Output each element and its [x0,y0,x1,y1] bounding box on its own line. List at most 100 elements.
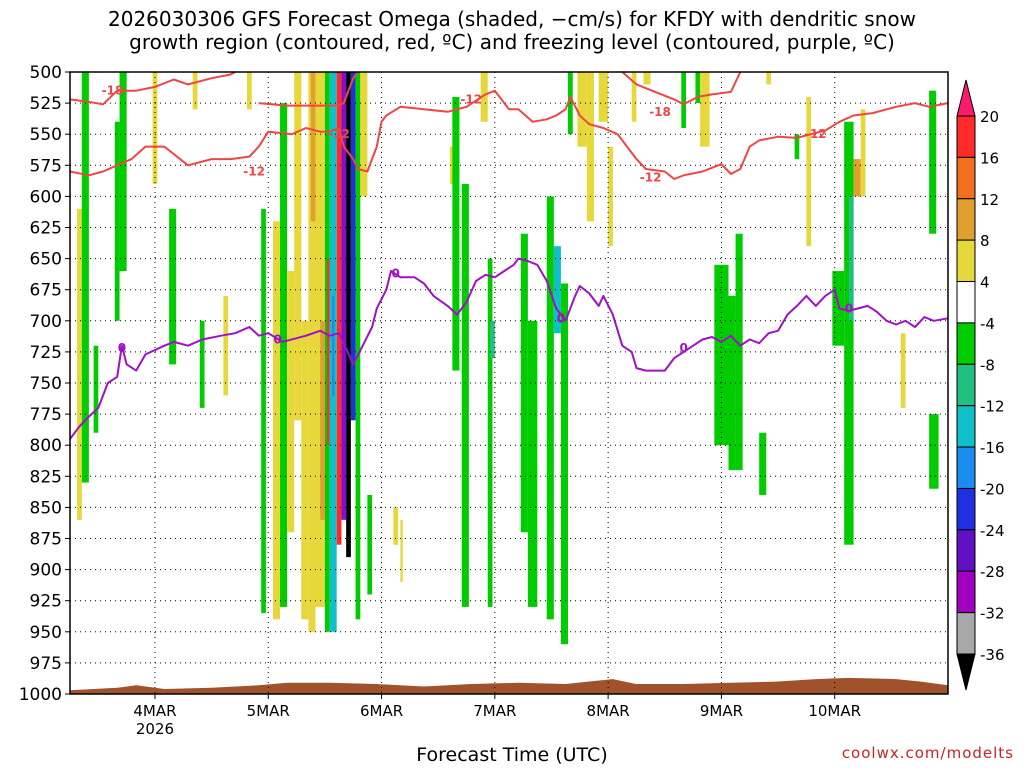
y-tick-label: 575 [30,156,62,176]
y-tick-label: 875 [30,530,62,550]
x-tick-label: 5MAR [247,702,290,720]
omega-cell [546,196,554,620]
omega-cell [452,96,460,371]
omega-cell [900,333,906,408]
contour-label: -18 [649,105,671,119]
omega-cell [929,90,937,234]
y-tick-label: 550 [30,125,62,145]
omega-cell [77,208,82,520]
contour--18 [69,71,236,106]
omega-cell [844,121,854,545]
omega-cell [631,72,637,122]
y-tick-label: 750 [30,374,62,394]
y-tick-label: 525 [30,94,62,114]
omega-cell [520,233,528,533]
omega-cell [350,72,356,421]
x-tick-label: 6MAR [360,702,403,720]
x-tick-label: 4MAR [133,702,176,720]
colorbar: 20 16 12 8 4 -4 -8 -12 -16 -20 -24 -28 -32 -36 [956,79,1005,691]
chart-title: 2026030306 GFS Forecast Omega (shaded, −… [108,7,916,54]
y-tick-label: 900 [30,561,62,581]
y-axis: 500 525 550 575 600 625 650 675 700 725 750 775 800 8… [19,63,70,705]
omega-cell [766,72,771,85]
surface-terrain [70,677,948,694]
y-tick-label: 850 [30,498,62,518]
temperature-contours [69,71,949,440]
contour-label: -18 [102,84,124,98]
contour-label: 0 [392,267,400,281]
colorbar-segment [956,405,976,448]
omega-cell [287,271,295,533]
omega-cell [393,507,399,545]
colorbar-label: -12 [980,398,1005,416]
y-tick-label: 600 [30,187,62,207]
colorbar-segment [956,529,976,572]
y-tick-label: 650 [30,250,62,270]
omega-cell [367,494,373,595]
colorbar-label: -16 [980,439,1005,457]
contour-label: -12 [805,127,827,141]
omega-cell [681,72,687,128]
x-tick-label: 10MAR [808,702,861,720]
colorbar-label: -8 [980,356,995,374]
colorbar-label: 8 [980,232,990,250]
omega-cell [346,72,351,558]
omega-cell [320,320,325,520]
omega-cell [119,72,127,272]
colorbar-label: -20 [980,480,1005,498]
contour-label: -12 [640,171,662,185]
omega-cell [490,320,495,359]
contour-label: 0 [557,311,565,325]
colorbar-label: 20 [980,108,999,126]
contour-labels: -18 -12 -12 -12 -18 -12 -12 0 0 0 0 0 0 [102,84,853,356]
omega-cell [341,72,347,520]
colorbar-label: -36 [980,646,1005,664]
omega-cell [728,295,736,471]
contour-label: 0 [679,341,687,355]
omega-cell [714,264,729,446]
contour--18 [621,71,742,106]
omega-cell [280,103,288,607]
omega-cell [695,72,701,104]
y-tick-label: 500 [30,63,62,83]
contour-label: 0 [274,332,282,346]
colorbar-segment [956,281,976,324]
colorbar-segment [956,446,976,489]
omega-cell [461,183,469,607]
colorbar-label: 16 [980,149,999,167]
x-tick-label: 8MAR [587,702,630,720]
y-tick-label: 775 [30,405,62,425]
contour-label: -12 [328,127,350,141]
omega-cell [308,72,316,632]
y-tick-label: 725 [30,343,62,363]
omega-cell [355,72,361,620]
contour-label: -12 [243,165,265,179]
omega-cell [527,320,538,607]
omega-cell [400,519,403,583]
colorbar-label: -32 [980,605,1005,623]
terrain-fill [70,677,948,694]
omega-cell [199,320,205,408]
colorbar-segment [956,487,976,531]
omega-cell [93,345,99,433]
colorbar-segment [956,363,976,407]
omega-cell [860,109,866,197]
x-axis-label: Forecast Time (UTC) [416,744,608,766]
colorbar-segment [956,115,976,158]
omega-cell [294,72,302,421]
x-tick-label: 7MAR [473,702,516,720]
omega-cell [577,72,587,147]
colorbar-label: -24 [980,522,1005,540]
contour--12 [258,71,359,107]
colorbar-label: 4 [980,274,990,292]
contour-label: -12 [460,92,482,106]
omega-cell [192,72,198,110]
colorbar-segment [956,570,976,614]
credit-link[interactable]: coolwx.com/modelts [841,744,1014,762]
omega-cell [360,72,368,197]
colorbar-segment [956,198,976,241]
colorbar-label: -4 [980,315,995,333]
omega-cell [832,271,845,346]
